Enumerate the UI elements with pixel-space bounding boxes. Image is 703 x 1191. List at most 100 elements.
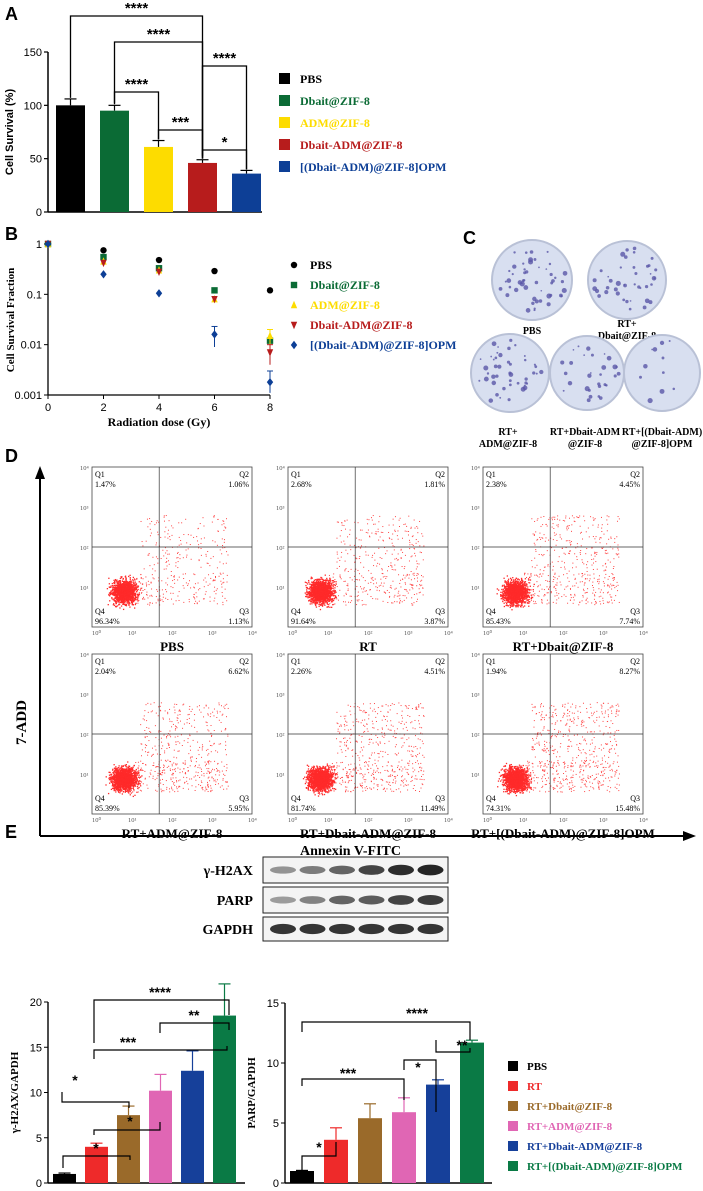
flow-event: [124, 586, 126, 588]
flow-event: [354, 521, 356, 523]
flow-event: [336, 586, 338, 588]
flow-event: [130, 599, 132, 601]
flow-event: [151, 588, 153, 590]
flow-event: [219, 549, 221, 551]
x-tick-label: 8: [267, 402, 273, 414]
flow-event: [413, 519, 415, 521]
flow-event: [141, 592, 143, 594]
flow-event: [334, 603, 336, 605]
flow-event: [221, 553, 223, 555]
flow-event: [313, 594, 315, 597]
flow-event: [527, 588, 530, 590]
flow-event: [325, 586, 328, 588]
flow-event: [357, 594, 359, 596]
flow-event: [334, 584, 336, 587]
flow-event: [129, 592, 131, 595]
flow-event: [514, 578, 517, 581]
flow-event: [149, 602, 151, 604]
colony-spot: [586, 398, 591, 403]
flow-event: [127, 597, 129, 599]
flow-event: [324, 594, 326, 596]
flow-event: [157, 562, 159, 564]
flow-event: [328, 586, 330, 588]
flow-event: [423, 545, 425, 547]
flow-event: [520, 585, 522, 588]
flow-event: [121, 576, 123, 578]
flow-event: [341, 524, 343, 526]
flow-event: [505, 581, 508, 583]
flow-event: [496, 593, 498, 595]
flow-event: [422, 576, 424, 578]
flow-event: [121, 590, 124, 593]
flow-event: [391, 566, 393, 568]
flow-event: [312, 597, 314, 599]
flow-event: [311, 584, 314, 586]
flow-event: [134, 588, 136, 590]
flow-event: [339, 559, 341, 561]
flow-event: [216, 588, 218, 590]
flow-event: [320, 585, 323, 588]
flow-event: [388, 531, 390, 533]
flow-event: [321, 603, 323, 605]
flow-event: [328, 581, 331, 584]
flow-event: [323, 603, 325, 605]
flow-event: [345, 593, 347, 595]
flow-event: [129, 599, 131, 601]
flow-event: [120, 596, 123, 598]
colony-spot: [647, 398, 653, 404]
flow-event: [524, 587, 526, 589]
flow-event: [336, 537, 338, 539]
quadrant-name: Q1: [95, 470, 105, 479]
flow-event: [507, 588, 509, 590]
flow-event: [528, 595, 530, 598]
flow-event: [164, 536, 166, 538]
flow-event: [504, 597, 506, 599]
flow-event: [124, 588, 127, 590]
flow-event: [407, 534, 409, 536]
flow-event: [116, 587, 118, 589]
flow-event: [370, 572, 372, 574]
flow-event: [130, 592, 132, 594]
flow-event: [193, 596, 195, 598]
flow-event: [337, 595, 339, 597]
flow-event: [108, 593, 110, 596]
colony-spot: [538, 266, 540, 269]
flow-event: [359, 529, 361, 531]
flow-event: [153, 578, 155, 580]
flow-event: [315, 588, 318, 590]
flow-event: [121, 583, 123, 586]
significance-bracket: [201, 65, 248, 170]
flow-event: [178, 599, 180, 601]
flow-event: [420, 552, 422, 554]
flow-event: [196, 536, 198, 538]
flow-event: [347, 583, 349, 585]
flow-event: [197, 582, 199, 584]
flow-event: [213, 590, 215, 592]
flow-event: [134, 581, 136, 583]
flow-event: [379, 563, 381, 565]
flow-event: [156, 520, 158, 522]
flow-event: [327, 595, 329, 597]
flow-event: [339, 589, 341, 591]
flow-event: [168, 553, 170, 555]
flow-event: [361, 529, 363, 531]
flow-event: [316, 588, 318, 590]
flow-event: [126, 590, 128, 592]
flow-event: [397, 559, 399, 561]
flow-event: [325, 595, 327, 597]
flow-event: [522, 590, 525, 592]
flow-event: [372, 579, 374, 581]
flow-event: [326, 602, 329, 604]
flow-event: [136, 599, 138, 601]
flow-event: [376, 565, 378, 567]
x-tick-label: 10⁰: [288, 629, 298, 637]
flow-event: [124, 581, 126, 583]
flow-event: [370, 596, 372, 598]
flow-event: [324, 595, 326, 597]
flow-event: [414, 555, 416, 557]
flow-event: [183, 578, 185, 580]
flow-event: [411, 536, 413, 538]
flow-event: [131, 579, 134, 581]
flow-event: [384, 547, 386, 549]
